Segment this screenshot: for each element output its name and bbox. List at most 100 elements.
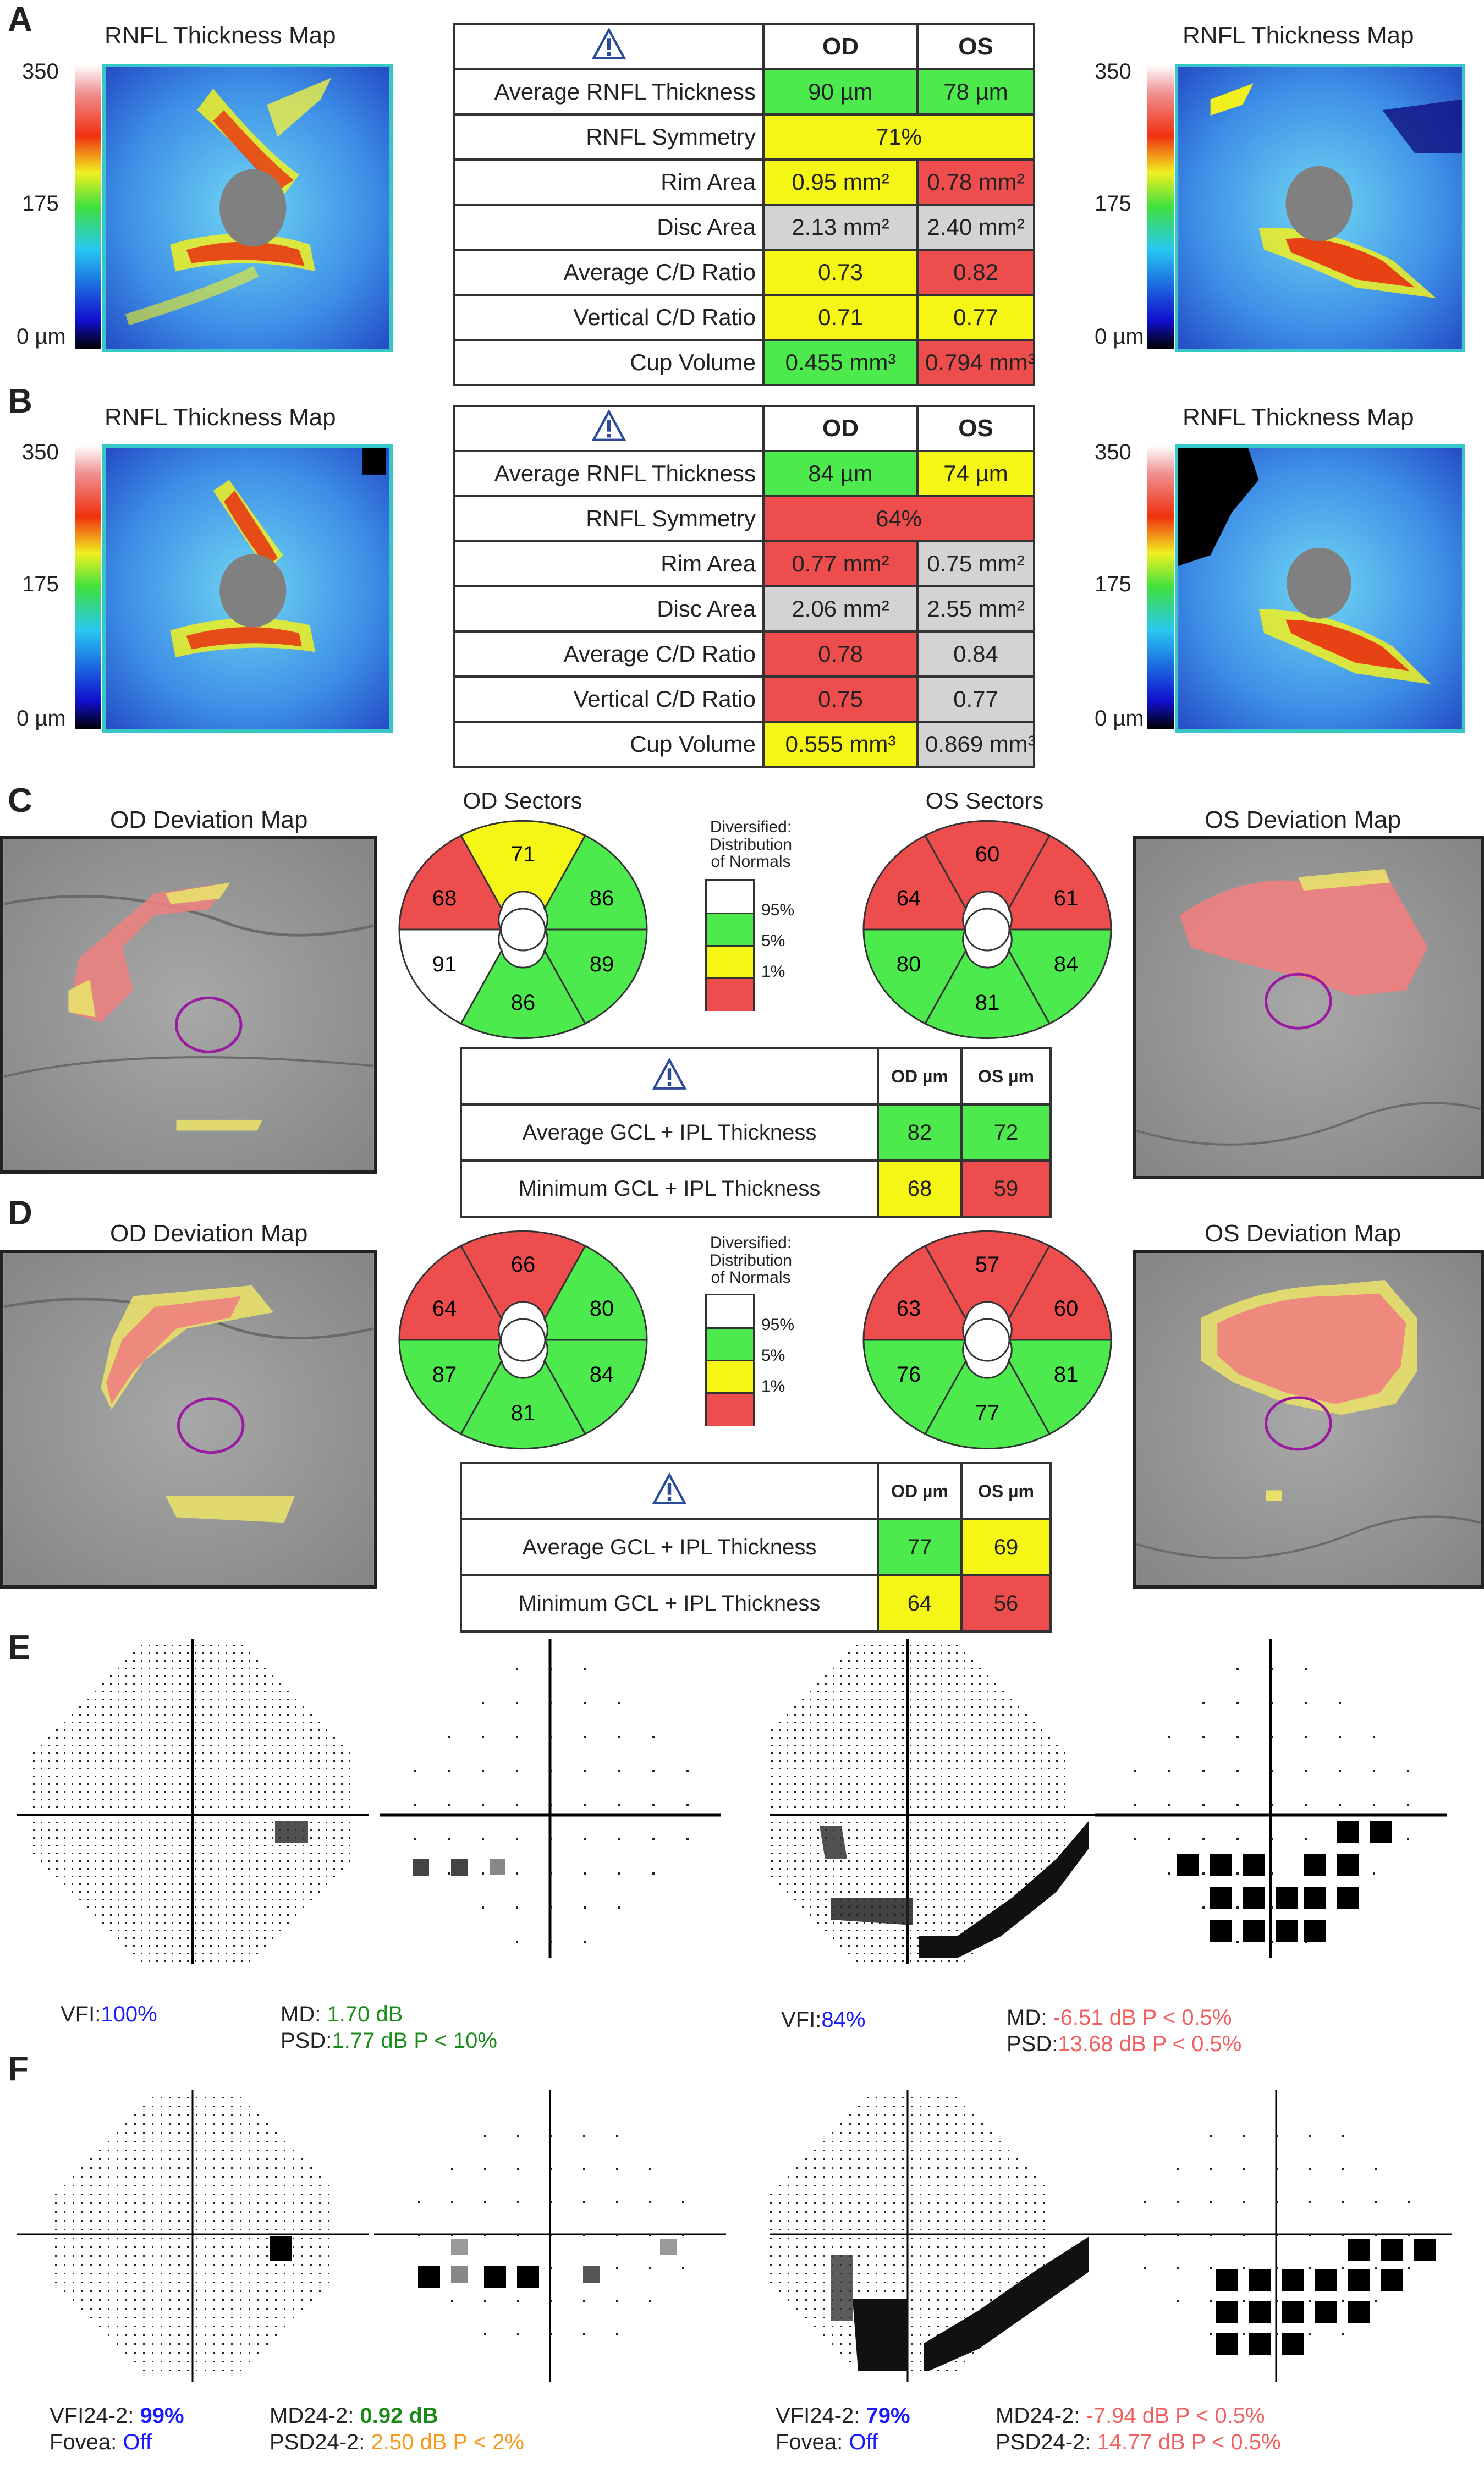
vf-dot bbox=[143, 2202, 145, 2204]
vf-dot bbox=[349, 1791, 350, 1793]
vf-dot bbox=[125, 1845, 127, 1846]
vf-dot bbox=[161, 2370, 162, 2371]
vf-dot bbox=[910, 1853, 911, 1854]
vf-dot bbox=[210, 1937, 212, 1939]
vf-dot bbox=[894, 1891, 896, 1893]
vf-dot bbox=[794, 1752, 796, 1754]
vf-dot bbox=[231, 2352, 233, 2354]
vf-dot bbox=[240, 2246, 241, 2248]
vf-dot bbox=[840, 2194, 842, 2195]
vf-dot bbox=[1010, 1745, 1012, 1746]
vf-dot bbox=[787, 1806, 788, 1808]
vf-dot bbox=[169, 2238, 171, 2239]
vf-dot bbox=[867, 2246, 869, 2248]
vf-dot bbox=[933, 1752, 935, 1754]
vf-dot bbox=[125, 1714, 127, 1716]
vf-dot bbox=[118, 1729, 119, 1731]
vf-dot bbox=[814, 2282, 816, 2283]
vf-dot bbox=[1048, 1829, 1050, 1831]
vf-dot bbox=[195, 1883, 196, 1885]
vf-dot bbox=[956, 1691, 958, 1692]
vf-dot bbox=[516, 1906, 518, 1909]
vf-dot bbox=[266, 2220, 268, 2222]
vf-dot bbox=[999, 2220, 1001, 2222]
vf-dot bbox=[884, 2123, 886, 2125]
vf-dot bbox=[941, 1668, 942, 1669]
vf-dot bbox=[823, 2167, 825, 2169]
vf-dot bbox=[893, 2167, 895, 2169]
vf-dot bbox=[349, 1822, 350, 1823]
vf-dot bbox=[794, 1899, 796, 1900]
vf-dot bbox=[64, 2229, 65, 2230]
vf-dot bbox=[856, 1645, 858, 1646]
vf-dot bbox=[871, 1776, 873, 1777]
vf-dot bbox=[682, 2267, 684, 2269]
vf-dot bbox=[295, 1791, 296, 1793]
vf-dot bbox=[310, 1899, 312, 1900]
vf-dot bbox=[205, 2220, 206, 2222]
vf-dot bbox=[1033, 1768, 1035, 1769]
vf-dot bbox=[169, 2185, 171, 2186]
vf-dot bbox=[849, 2246, 851, 2248]
vf-dot bbox=[90, 2167, 92, 2169]
vf-dot bbox=[202, 1945, 204, 1947]
vf-dot bbox=[956, 1960, 958, 1962]
vf-dot bbox=[303, 1853, 304, 1854]
vf-dot bbox=[910, 1930, 911, 1931]
vf-dot bbox=[1002, 1691, 1004, 1692]
vf-dot bbox=[1033, 1791, 1035, 1793]
vf-dot bbox=[195, 1922, 196, 1924]
vf-dot bbox=[964, 1783, 965, 1785]
vf-dot bbox=[1271, 1702, 1273, 1704]
vf-dot bbox=[326, 1737, 327, 1739]
vf-dot bbox=[779, 1837, 781, 1839]
vf-dot bbox=[178, 2343, 180, 2345]
vf-dot bbox=[802, 1868, 804, 1870]
vf-dot bbox=[108, 2141, 109, 2142]
vf-dot bbox=[118, 1760, 119, 1762]
vf-dot bbox=[64, 1768, 65, 1769]
vf-dot bbox=[231, 2185, 233, 2186]
vf-dot bbox=[156, 1745, 158, 1746]
vf-dot bbox=[879, 1722, 881, 1723]
vf-dot bbox=[303, 1706, 304, 1708]
vf-dot bbox=[894, 1930, 896, 1931]
vf-dot bbox=[341, 1822, 343, 1823]
vf-dot bbox=[787, 1737, 788, 1739]
vf-dot bbox=[649, 2168, 651, 2170]
vf-dot bbox=[779, 1752, 781, 1754]
vf-dot bbox=[266, 2290, 268, 2292]
vf-dot bbox=[187, 2185, 189, 2186]
vf-dot bbox=[133, 1891, 135, 1893]
vf-dot bbox=[90, 2317, 92, 2318]
vf-dot bbox=[884, 2106, 886, 2107]
vf-dot bbox=[810, 1853, 811, 1854]
vf-dot bbox=[794, 1799, 796, 1800]
vf-dot bbox=[172, 1791, 173, 1793]
vf-dot bbox=[218, 1722, 219, 1723]
vf-dot bbox=[884, 2158, 886, 2160]
vf-dot bbox=[833, 1706, 834, 1708]
vf-dot bbox=[110, 1737, 112, 1739]
warning-icon bbox=[591, 409, 627, 442]
vf-dot bbox=[979, 1699, 981, 1700]
vf-dot bbox=[1056, 1845, 1058, 1846]
vf-dot bbox=[102, 1691, 104, 1692]
vf-dot bbox=[293, 2194, 294, 2195]
vf-dot bbox=[925, 1930, 927, 1931]
vf-dot bbox=[849, 2211, 851, 2213]
vf-dot bbox=[833, 1668, 834, 1669]
vf-dot bbox=[825, 1737, 827, 1739]
vf-dot bbox=[1375, 2300, 1377, 2302]
vf-dot bbox=[848, 1745, 850, 1746]
vf-dot bbox=[156, 1668, 158, 1669]
vf-dot bbox=[956, 1791, 958, 1793]
vf-dot bbox=[205, 2132, 206, 2134]
vf-dot bbox=[823, 2211, 825, 2213]
vf-dot bbox=[152, 2308, 153, 2310]
vf-dot bbox=[994, 1737, 996, 1739]
vf-dot bbox=[81, 2220, 83, 2222]
vf-dot bbox=[33, 1799, 35, 1800]
vf-dot bbox=[933, 1645, 935, 1646]
vf-dot bbox=[125, 2123, 127, 2125]
